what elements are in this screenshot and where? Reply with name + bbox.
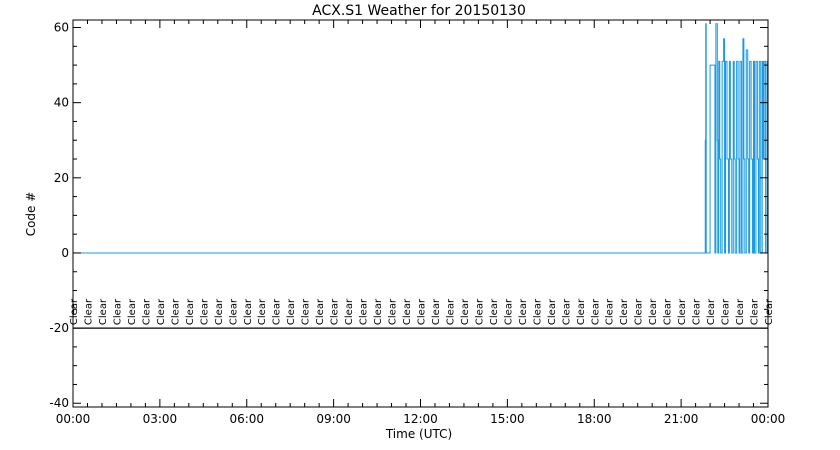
condition-label: Clear: [547, 298, 558, 325]
x-tick-label: 21:00: [664, 412, 699, 426]
condition-label: Clear: [98, 298, 109, 325]
y-tick-label: -40: [49, 396, 69, 410]
condition-label: Clear: [315, 298, 326, 325]
series-line-0: [73, 23, 768, 254]
condition-label: Clear: [127, 298, 138, 325]
condition-label: Clear: [489, 298, 500, 325]
condition-label: Clear: [228, 298, 239, 325]
y-axis-label: Code #: [24, 192, 38, 237]
condition-label: Clear: [257, 298, 268, 325]
x-tick-label: 12:00: [403, 412, 438, 426]
condition-label: Clear: [344, 298, 355, 325]
condition-label: Clear: [272, 298, 283, 325]
condition-label: Clear: [532, 298, 543, 325]
condition-label: Clear: [156, 298, 167, 325]
condition-label: Clear: [445, 298, 456, 325]
condition-label: Clear: [605, 298, 616, 325]
condition-label: Clear: [170, 298, 181, 325]
y-tick-label: 40: [54, 96, 69, 110]
chart-title: ACX.S1 Weather for 20150130: [312, 3, 526, 19]
condition-label: Clear: [561, 298, 572, 325]
condition-label: Clear: [359, 298, 370, 325]
condition-label: Clear: [199, 298, 210, 325]
condition-label: Clear: [663, 298, 674, 325]
condition-label: Clear: [388, 298, 399, 325]
condition-label: Clear: [721, 298, 732, 325]
y-tick-label: 20: [54, 171, 69, 185]
condition-label: Clear: [764, 298, 775, 325]
x-tick-label: 18:00: [577, 412, 612, 426]
condition-label: Clear: [474, 298, 485, 325]
y-tick-label: -20: [49, 321, 69, 335]
condition-label: Clear: [141, 298, 152, 325]
condition-label: Clear: [330, 298, 341, 325]
condition-label: Clear: [590, 298, 601, 325]
condition-label: Clear: [243, 298, 254, 325]
condition-labels: Clear Clear Clear Clear Clear Clear Clear Clear…: [69, 298, 775, 325]
condition-label: Clear: [503, 298, 514, 325]
plot-frame: [72, 19, 769, 408]
condition-label: Clear: [706, 298, 717, 325]
series-layer: [73, 23, 768, 254]
condition-label: Clear: [634, 298, 645, 325]
condition-label: Clear: [185, 298, 196, 325]
x-tick-label: 03:00: [143, 412, 178, 426]
condition-label: Clear: [83, 298, 94, 325]
y-tick-label: 0: [61, 246, 69, 260]
condition-label: Clear: [214, 298, 225, 325]
condition-label: Clear: [619, 298, 630, 325]
y-tick-label: 60: [54, 21, 69, 35]
axes-layer: 00:00 03:00 06:00 09:00 12:00 15:00 18:00 21:00…: [49, 19, 786, 426]
condition-label: Clear: [286, 298, 297, 325]
x-axis-label: Time (UTC): [385, 427, 452, 441]
condition-label: Clear: [431, 298, 442, 325]
condition-label: Clear: [750, 298, 761, 325]
x-tick-label: 09:00: [316, 412, 351, 426]
condition-label: Clear: [677, 298, 688, 325]
condition-label: Clear: [417, 298, 428, 325]
condition-label: Clear: [301, 298, 312, 325]
condition-label: Clear: [402, 298, 413, 325]
x-tick-label: 06:00: [229, 412, 264, 426]
condition-label: Clear: [373, 298, 384, 325]
condition-label: Clear: [576, 298, 587, 325]
condition-label: Clear: [692, 298, 703, 325]
condition-label: Clear: [518, 298, 529, 325]
condition-label: Clear: [69, 298, 80, 325]
x-tick-label: 00:00: [751, 412, 786, 426]
condition-label: Clear: [112, 298, 123, 325]
x-tick-label: 00:00: [56, 412, 91, 426]
condition-label: Clear: [735, 298, 746, 325]
condition-label: Clear: [648, 298, 659, 325]
x-tick-label: 15:00: [490, 412, 525, 426]
condition-label: Clear: [460, 298, 471, 325]
